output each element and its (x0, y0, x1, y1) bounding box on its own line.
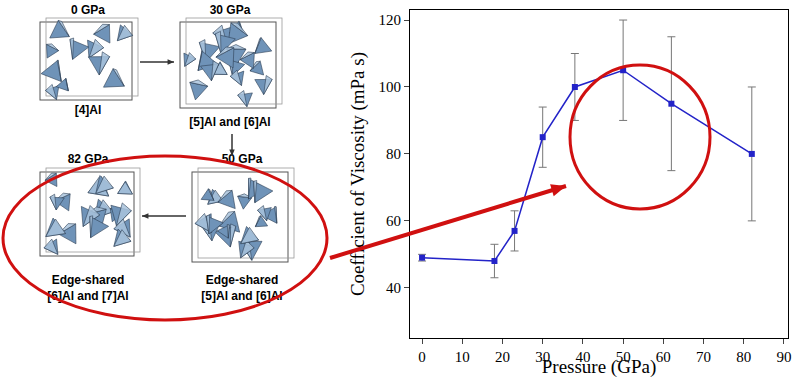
svg-text:100: 100 (379, 79, 402, 95)
svg-text:Pressure (GPa): Pressure (GPa) (542, 356, 657, 378)
svg-text:60: 60 (656, 349, 671, 365)
svg-text:Edge-shared: Edge-shared (206, 273, 279, 287)
svg-text:70: 70 (696, 349, 711, 365)
svg-text:82 GPa: 82 GPa (68, 152, 109, 166)
svg-text:[5]Al and [6]Al: [5]Al and [6]Al (189, 115, 270, 129)
svg-text:20: 20 (495, 349, 510, 365)
svg-text:40: 40 (575, 349, 590, 365)
svg-text:30: 30 (535, 349, 550, 365)
svg-text:40: 40 (386, 280, 401, 296)
svg-text:50: 50 (616, 349, 631, 365)
svg-text:60: 60 (386, 213, 401, 229)
svg-text:0: 0 (418, 349, 426, 365)
svg-text:Edge-shared: Edge-shared (52, 273, 125, 287)
svg-text:80: 80 (736, 349, 751, 365)
svg-text:0 GPa: 0 GPa (71, 3, 105, 17)
svg-text:10: 10 (455, 349, 470, 365)
svg-text:120: 120 (379, 12, 402, 28)
svg-text:90: 90 (776, 349, 791, 365)
svg-text:30 GPa: 30 GPa (210, 3, 251, 17)
svg-text:[6]Al and [7]Al: [6]Al and [7]Al (47, 289, 128, 303)
svg-text:50 GPa: 50 GPa (222, 152, 263, 166)
svg-text:80: 80 (386, 146, 401, 162)
svg-text:Coefficient of Viscosity (mPa: Coefficient of Viscosity (mPa s) (347, 52, 369, 296)
svg-text:[4]Al: [4]Al (75, 103, 102, 117)
svg-text:[5]Al and [6]Al: [5]Al and [6]Al (201, 289, 282, 303)
